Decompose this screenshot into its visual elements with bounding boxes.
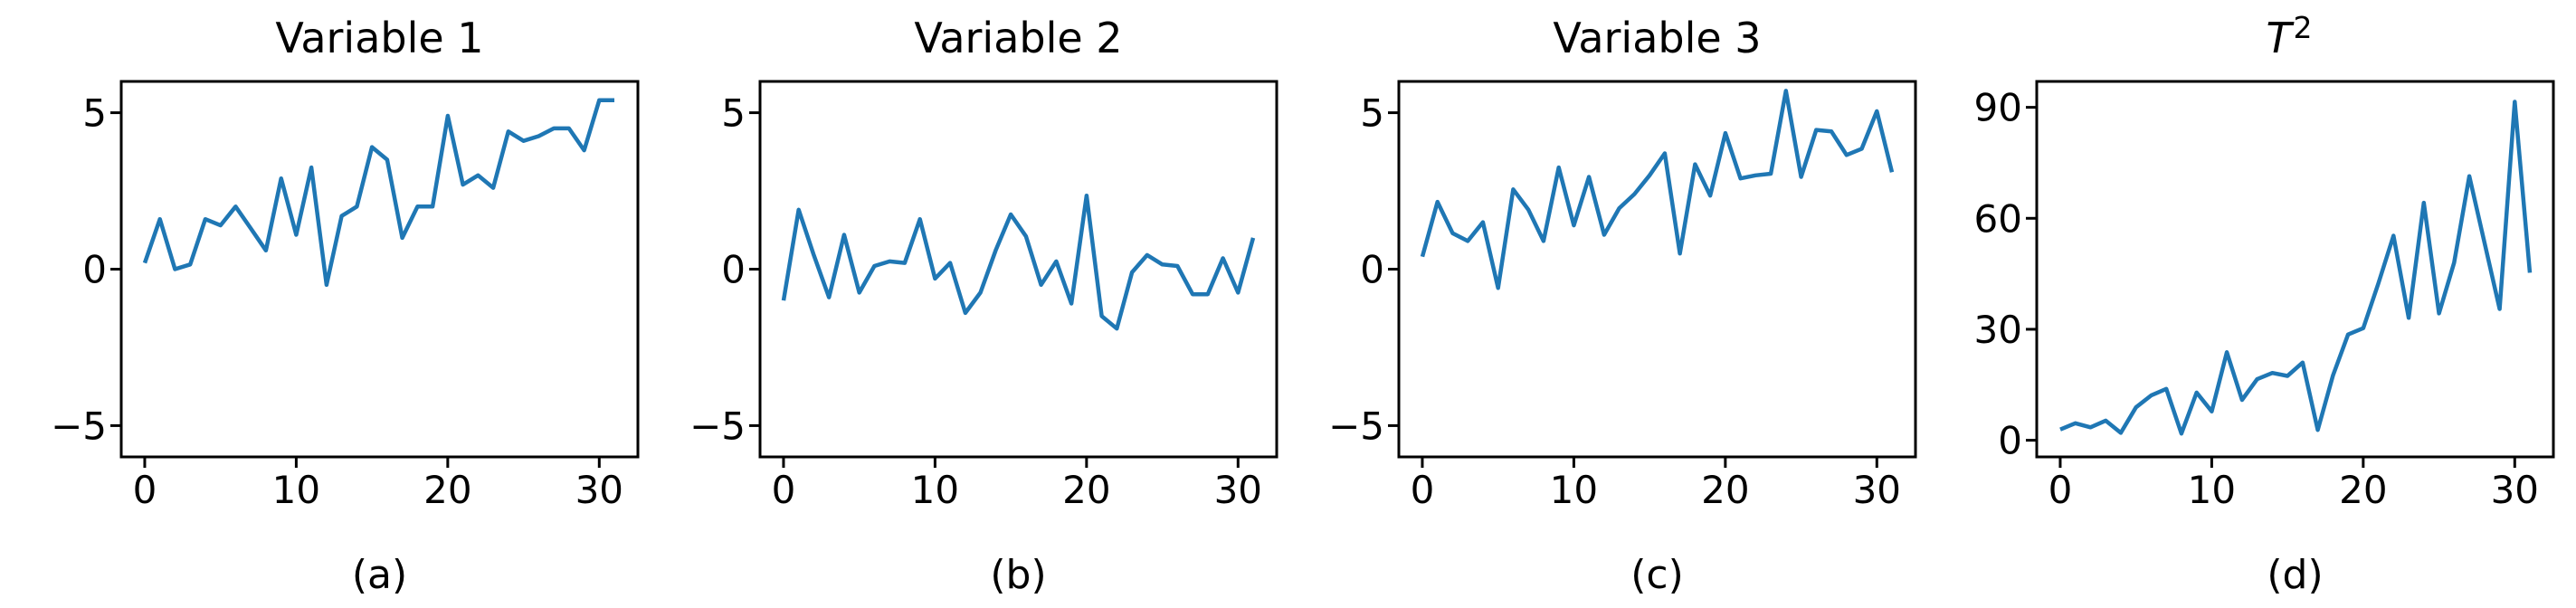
subplot-d-title: T2 — [2266, 10, 2312, 62]
subplot-c-title: Variable 3 — [1553, 14, 1761, 62]
x-tick-label: 20 — [1062, 468, 1110, 512]
y-tick-label: −5 — [1328, 404, 1384, 448]
y-tick-label: −5 — [51, 404, 107, 448]
t-squared-exponent: 2 — [2294, 10, 2313, 45]
y-tick-label: 0 — [721, 248, 746, 292]
subplot-a-label: (a) — [352, 552, 407, 598]
subplot-b: 0 10 20 30 5 0 −5 — [689, 80, 1278, 512]
subplot-d-label: (d) — [2267, 552, 2323, 598]
y-tick-label: 5 — [1360, 91, 1384, 136]
y-tick-label: 5 — [82, 91, 107, 136]
x-tick-label: 0 — [2048, 468, 2073, 512]
subplot-c: 0 10 20 30 5 0 −5 — [1328, 80, 1917, 512]
subplot-b-label: (b) — [990, 552, 1046, 598]
x-tick-label: 0 — [1411, 468, 1435, 512]
y-tick-label: 5 — [721, 91, 746, 136]
x-tick-label: 10 — [2188, 468, 2236, 512]
x-tick-label: 10 — [272, 468, 320, 512]
axes-layer: 0 10 20 30 5 0 −5 0 10 20 30 5 0 −5 0 10 20 30 5 0 −5 0 10 20 30… — [51, 80, 2555, 512]
x-tick-label: 20 — [2339, 468, 2387, 512]
data-line — [142, 98, 614, 288]
x-tick-label: 10 — [1550, 468, 1598, 512]
y-tick-label: 30 — [1974, 308, 2022, 352]
y-tick-label: 0 — [1360, 248, 1384, 292]
x-tick-label: 20 — [1701, 468, 1749, 512]
data-line — [1420, 89, 1895, 290]
y-tick-label: 90 — [1974, 86, 2022, 130]
subplot-a-title: Variable 1 — [275, 14, 483, 62]
x-tick-label: 10 — [911, 468, 959, 512]
axes-spines — [2035, 80, 2555, 459]
subplot-a: 0 10 20 30 5 0 −5 — [51, 80, 640, 512]
y-tick-label: 0 — [1998, 419, 2022, 463]
x-tick-label: 0 — [772, 468, 796, 512]
axes-spines — [1397, 80, 1917, 459]
x-tick-label: 30 — [575, 468, 623, 512]
x-tick-label: 30 — [2491, 468, 2539, 512]
data-line — [2059, 100, 2533, 436]
y-tick-label: 0 — [82, 248, 107, 292]
x-tick-label: 30 — [1214, 468, 1262, 512]
subplot-c-label: (c) — [1630, 552, 1684, 598]
y-tick-label: −5 — [689, 404, 746, 448]
subplot-d: 0 10 20 30 90 60 30 0 — [1974, 80, 2555, 512]
data-line — [781, 193, 1256, 331]
t-squared-base: T — [2266, 14, 2295, 62]
axes-spines — [119, 80, 640, 459]
x-tick-label: 20 — [423, 468, 471, 512]
y-tick-label: 60 — [1974, 196, 2022, 241]
subplot-b-title: Variable 2 — [914, 14, 1122, 62]
x-tick-label: 0 — [133, 468, 157, 512]
x-tick-label: 30 — [1853, 468, 1901, 512]
